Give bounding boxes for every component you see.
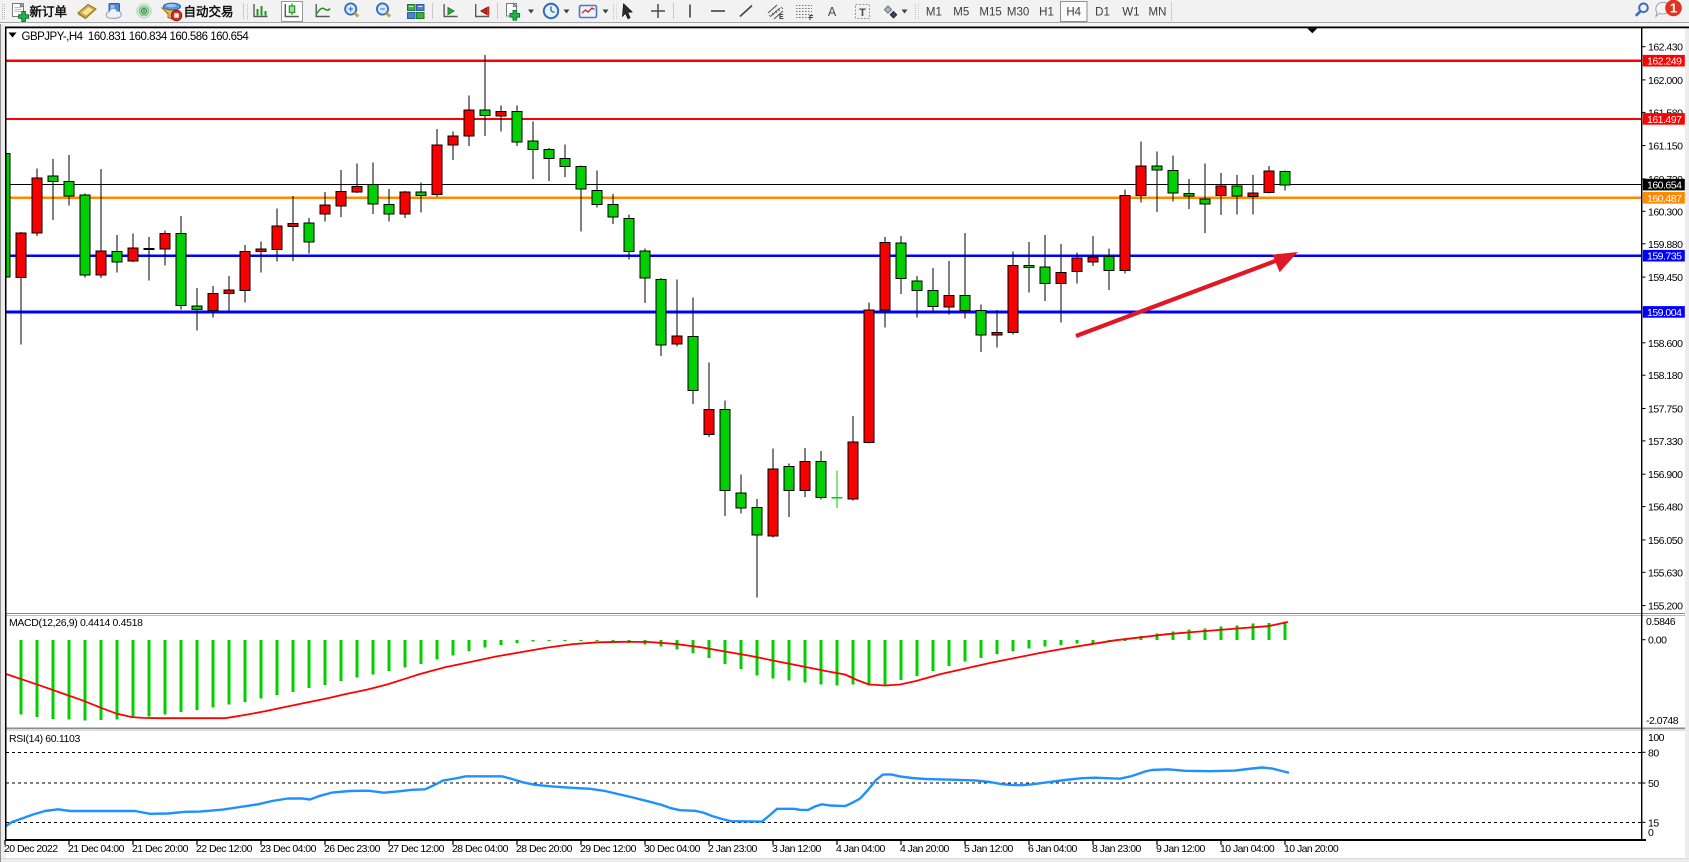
svg-text:D1: D1 [1095, 7, 1110, 19]
svg-text:100: 100 [1648, 732, 1665, 744]
svg-text:159.450: 159.450 [1648, 272, 1683, 284]
svg-text:1: 1 [1670, 1, 1677, 16]
svg-text:21 Dec 20:00: 21 Dec 20:00 [132, 843, 189, 855]
svg-text:2 Jan 23:00: 2 Jan 23:00 [708, 843, 758, 855]
svg-text:10 Jan 04:00: 10 Jan 04:00 [1220, 843, 1275, 855]
svg-text:新订单: 新订单 [30, 4, 68, 19]
svg-text:自动交易: 自动交易 [184, 4, 234, 19]
svg-text:159.880: 159.880 [1648, 239, 1683, 251]
svg-text:156.900: 156.900 [1648, 469, 1683, 481]
svg-text:0.00: 0.00 [1648, 635, 1667, 647]
svg-text:27 Dec 12:00: 27 Dec 12:00 [388, 843, 445, 855]
svg-text:−: − [380, 4, 385, 14]
svg-text:4 Jan 04:00: 4 Jan 04:00 [836, 843, 886, 855]
svg-text:80: 80 [1648, 747, 1659, 759]
svg-text:161.497: 161.497 [1647, 114, 1682, 126]
svg-text:RSI(14) 60.1103: RSI(14) 60.1103 [9, 733, 81, 745]
svg-text:157.330: 157.330 [1648, 436, 1683, 448]
svg-text:30 Dec 04:00: 30 Dec 04:00 [644, 843, 701, 855]
svg-text:23 Dec 04:00: 23 Dec 04:00 [260, 843, 317, 855]
svg-text:M15: M15 [979, 7, 1001, 19]
svg-text:T: T [859, 7, 866, 19]
svg-text:9 Jan 12:00: 9 Jan 12:00 [1156, 843, 1206, 855]
svg-text:W1: W1 [1122, 7, 1139, 19]
svg-text:M5: M5 [953, 7, 969, 19]
svg-text:F: F [809, 15, 814, 22]
svg-text:+: + [348, 4, 353, 14]
svg-text:MACD(12,26,9) 0.4414 0.4518: MACD(12,26,9) 0.4414 0.4518 [9, 617, 143, 629]
svg-text:156.050: 156.050 [1648, 535, 1683, 547]
svg-text:A: A [828, 5, 837, 19]
svg-text:161.150: 161.150 [1648, 141, 1683, 153]
svg-text:-2.0748: -2.0748 [1646, 715, 1679, 727]
svg-text:M30: M30 [1007, 7, 1029, 19]
svg-text:MN: MN [1149, 7, 1167, 19]
svg-text:20 Dec 2022: 20 Dec 2022 [4, 843, 58, 855]
svg-text:6 Jan 04:00: 6 Jan 04:00 [1028, 843, 1078, 855]
svg-text:158.180: 158.180 [1648, 370, 1683, 382]
svg-text:162.430: 162.430 [1648, 42, 1683, 54]
svg-text:159.004: 159.004 [1647, 307, 1682, 319]
svg-text:159.735: 159.735 [1647, 251, 1682, 263]
svg-text:21 Dec 04:00: 21 Dec 04:00 [68, 843, 125, 855]
svg-text:50: 50 [1648, 778, 1659, 790]
svg-text:160.487: 160.487 [1647, 193, 1682, 205]
svg-text:15: 15 [1648, 817, 1659, 829]
svg-text:H4: H4 [1066, 7, 1081, 19]
svg-text:160.654: 160.654 [1647, 180, 1682, 192]
svg-text:22 Dec 12:00: 22 Dec 12:00 [196, 843, 253, 855]
svg-text:162.249: 162.249 [1647, 56, 1682, 68]
svg-text:5 Jan 12:00: 5 Jan 12:00 [964, 843, 1014, 855]
svg-text:162.000: 162.000 [1648, 75, 1683, 87]
svg-text:155.630: 155.630 [1648, 567, 1683, 579]
svg-text:0.5846: 0.5846 [1646, 616, 1676, 628]
svg-text:E: E [779, 14, 784, 21]
svg-text:155.200: 155.200 [1648, 601, 1683, 613]
svg-text:158.600: 158.600 [1648, 338, 1683, 350]
svg-text:10 Jan 20:00: 10 Jan 20:00 [1284, 843, 1339, 855]
svg-text:156.480: 156.480 [1648, 502, 1683, 514]
svg-text:8 Jan 23:00: 8 Jan 23:00 [1092, 843, 1142, 855]
svg-text:0: 0 [1648, 827, 1654, 839]
svg-text:3 Jan 12:00: 3 Jan 12:00 [772, 843, 822, 855]
svg-text:GBPJPY-,H4 160.831 160.834 16: GBPJPY-,H4 160.831 160.834 160.586 160.6… [22, 31, 250, 43]
svg-text:M1: M1 [926, 7, 942, 19]
svg-text:4 Jan 20:00: 4 Jan 20:00 [900, 843, 950, 855]
svg-text:28 Dec 20:00: 28 Dec 20:00 [516, 843, 573, 855]
svg-text:160.300: 160.300 [1648, 206, 1683, 218]
svg-text:H1: H1 [1039, 7, 1054, 19]
svg-text:26 Dec 23:00: 26 Dec 23:00 [324, 843, 381, 855]
svg-text:29 Dec 12:00: 29 Dec 12:00 [580, 843, 637, 855]
svg-text:157.750: 157.750 [1648, 404, 1683, 416]
svg-text:28 Dec 04:00: 28 Dec 04:00 [452, 843, 509, 855]
